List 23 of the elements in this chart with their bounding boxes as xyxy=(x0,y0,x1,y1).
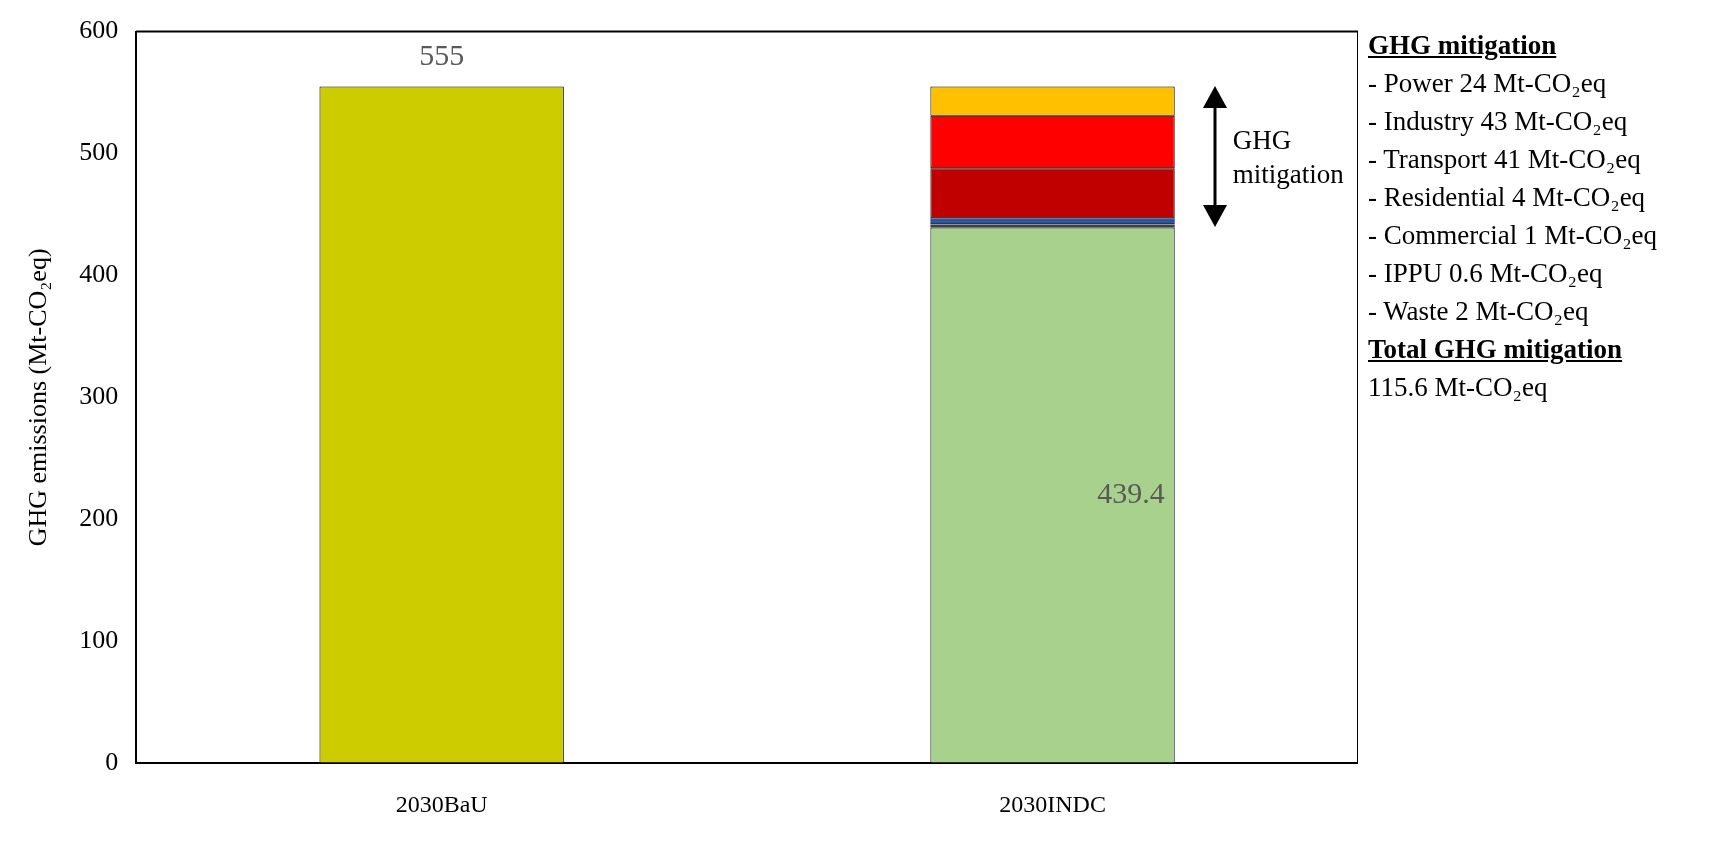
text: - Industry 43 Mt-CO₂eq xyxy=(1368,105,1629,138)
y-tick-label: 500 xyxy=(79,137,119,167)
text: - Commercial 1 Mt-CO₂eq xyxy=(1368,219,1658,252)
y-tick-label: 300 xyxy=(79,381,119,411)
y-tick-label: 200 xyxy=(79,503,119,533)
text: Total GHG mitigation xyxy=(1368,333,1624,366)
x-tick-label: 2030BaU xyxy=(395,790,488,817)
x-tick-label: 2030INDC xyxy=(999,790,1106,817)
annotation: GHG mitigation xyxy=(1232,123,1345,191)
text: - Power 24 Mt-CO₂eq xyxy=(1368,67,1608,100)
y-axis-title: GHG emissions (Mt-CO₂eq) xyxy=(23,248,53,547)
text: - IPPU 0.6 Mt-CO₂eq xyxy=(1368,257,1604,290)
text: GHG mitigation xyxy=(1368,29,1558,62)
text: - Transport 41 Mt-CO₂eq xyxy=(1368,143,1642,176)
data-label: 555 xyxy=(419,38,465,72)
y-tick-label: 600 xyxy=(79,15,119,45)
text: - Residential 4 Mt-CO₂eq xyxy=(1368,181,1647,214)
y-tick-label: 0 xyxy=(105,747,119,777)
text: 115.6 Mt-CO₂eq xyxy=(1368,371,1549,404)
y-tick-label: 400 xyxy=(79,259,119,289)
text: - Waste 2 Mt-CO₂eq xyxy=(1368,295,1590,328)
data-label: 439.4 xyxy=(1097,476,1165,510)
y-tick-label: 100 xyxy=(79,625,119,655)
